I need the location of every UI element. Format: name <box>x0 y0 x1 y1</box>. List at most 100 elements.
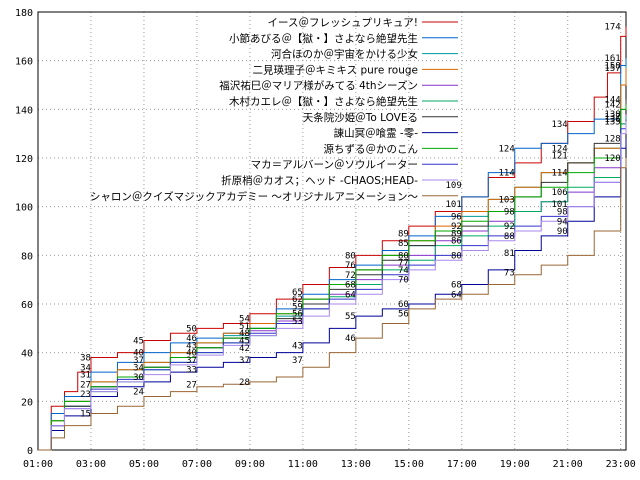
series-line <box>38 104 627 451</box>
data-label: 138 <box>604 110 620 120</box>
data-label: 134 <box>551 120 567 130</box>
data-label: 80 <box>451 251 462 261</box>
data-label: 56 <box>292 310 303 320</box>
x-tick-label: 23:00 <box>606 459 636 470</box>
data-label: 98 <box>557 208 568 218</box>
data-label: 54 <box>239 315 250 325</box>
data-label: 86 <box>451 237 462 247</box>
data-label: 142 <box>604 100 620 110</box>
data-label: 28 <box>239 378 250 388</box>
data-label: 59 <box>292 302 303 312</box>
data-label: 144 <box>604 96 620 106</box>
legend-label: 木村カエレ＠【獄・】さよなら絶望先生 <box>229 95 418 108</box>
data-label: 92 <box>504 222 515 232</box>
x-tick-label: 01:00 <box>23 459 53 470</box>
data-label: 40 <box>133 349 144 359</box>
data-label: 33 <box>186 366 197 376</box>
x-tick-label: 19:00 <box>500 459 530 470</box>
series-line <box>38 121 627 451</box>
data-label: 37 <box>239 356 250 366</box>
x-tick-label: 11:00 <box>288 459 318 470</box>
data-label: 103 <box>498 195 514 205</box>
data-label: 37 <box>133 356 144 366</box>
data-label: 46 <box>186 334 197 344</box>
data-label: 88 <box>504 232 515 242</box>
plot-frame <box>37 11 627 451</box>
axes: 0 20 40 60 80 100 120 140 160 180 01:00 03:00 05:00 0… <box>15 8 636 470</box>
legend-label: 小節あびる＠【獄・】さよなら絶望先生 <box>229 32 418 45</box>
legend-label: 福沢祐巳＠マリア様がみてる 4thシーズン <box>219 79 418 92</box>
data-label: 137 <box>604 113 620 123</box>
y-tick-label: 100 <box>15 203 33 214</box>
data-label: 96 <box>451 212 462 222</box>
data-label: 158 <box>604 62 620 72</box>
series-line <box>38 158 627 451</box>
data-label: 70 <box>398 276 409 286</box>
series-line <box>38 119 627 451</box>
data-label: 77 <box>398 259 409 269</box>
data-label: 43 <box>186 341 197 351</box>
data-label: 80 <box>398 251 409 261</box>
y-tick-label: 20 <box>21 397 33 408</box>
data-label: 101 <box>551 200 567 210</box>
x-tick-label: 05:00 <box>129 459 159 470</box>
data-label: 89 <box>398 229 409 239</box>
data-label: 48 <box>239 329 250 339</box>
legend: イース＠フレッシュプリキュア! 小節あびる＠【獄・】さよなら絶望先生河合ほのか＠宇… <box>90 17 458 203</box>
data-label: 72 <box>345 271 356 281</box>
data-label: 37 <box>186 356 197 366</box>
data-label: 157 <box>604 64 620 74</box>
data-label: 98 <box>504 208 515 218</box>
x-tick-label: 07:00 <box>182 459 212 470</box>
data-label: 45 <box>133 337 144 347</box>
legend-label: 折原梢＠カオス；ヘッド -CHAOS;HEAD- <box>221 174 418 187</box>
data-label: 106 <box>551 188 567 198</box>
data-label: 37 <box>292 356 303 366</box>
data-label: 85 <box>398 239 409 249</box>
data-label: 34 <box>133 363 144 373</box>
y-tick-label: 80 <box>21 251 33 262</box>
series-line <box>38 67 627 451</box>
data-label: 27 <box>186 380 197 390</box>
x-tick-label: 09:00 <box>235 459 265 470</box>
data-label: 23 <box>80 390 91 400</box>
legend-label: 天条院沙姫＠To LOVEる <box>303 111 418 124</box>
data-label: 109 <box>446 181 462 191</box>
data-label: 68 <box>345 281 356 291</box>
legend-label: 二見瑛理子＠キミキス pure rouge <box>252 63 418 76</box>
data-label: 74 <box>398 266 409 276</box>
data-label: 121 <box>551 152 567 162</box>
data-label: 135 <box>604 118 620 128</box>
data-label: 114 <box>551 169 567 179</box>
data-label: 81 <box>504 249 515 259</box>
data-label: 62 <box>292 295 303 305</box>
legend-label: 河合ほのか＠宇宙をかける少女 <box>271 48 418 61</box>
y-tick-label: 120 <box>15 154 33 165</box>
data-label: 42 <box>239 344 250 354</box>
x-tick-label: 17:00 <box>447 459 477 470</box>
y-tick-label: 60 <box>21 300 33 311</box>
data-label: 124 <box>498 144 514 154</box>
legend-label: マカ＝アルバーン＠ソウルイーター <box>251 159 418 171</box>
y-tick-label: 0 <box>27 446 33 457</box>
data-label: 73 <box>504 268 515 278</box>
data-label: 65 <box>292 288 303 298</box>
data-label: 55 <box>345 312 356 322</box>
data-label: 89 <box>451 229 462 239</box>
data-label: 68 <box>451 281 462 291</box>
y-tick-label: 140 <box>15 105 33 116</box>
data-label: 53 <box>292 317 303 327</box>
data-label: 30 <box>133 373 144 383</box>
data-label: 31 <box>80 371 91 381</box>
data-label: 80 <box>345 251 356 261</box>
legend-label: シャロン＠クイズマジックアカデミー 〜オリジナルアニメーション〜 <box>90 190 419 203</box>
data-label: 114 <box>498 169 514 179</box>
data-label: 94 <box>557 217 568 227</box>
data-label: 120 <box>604 154 620 164</box>
series-lines <box>38 26 627 451</box>
data-label: 15 <box>80 410 91 420</box>
series-line <box>38 58 627 451</box>
data-label: 24 <box>133 388 144 398</box>
